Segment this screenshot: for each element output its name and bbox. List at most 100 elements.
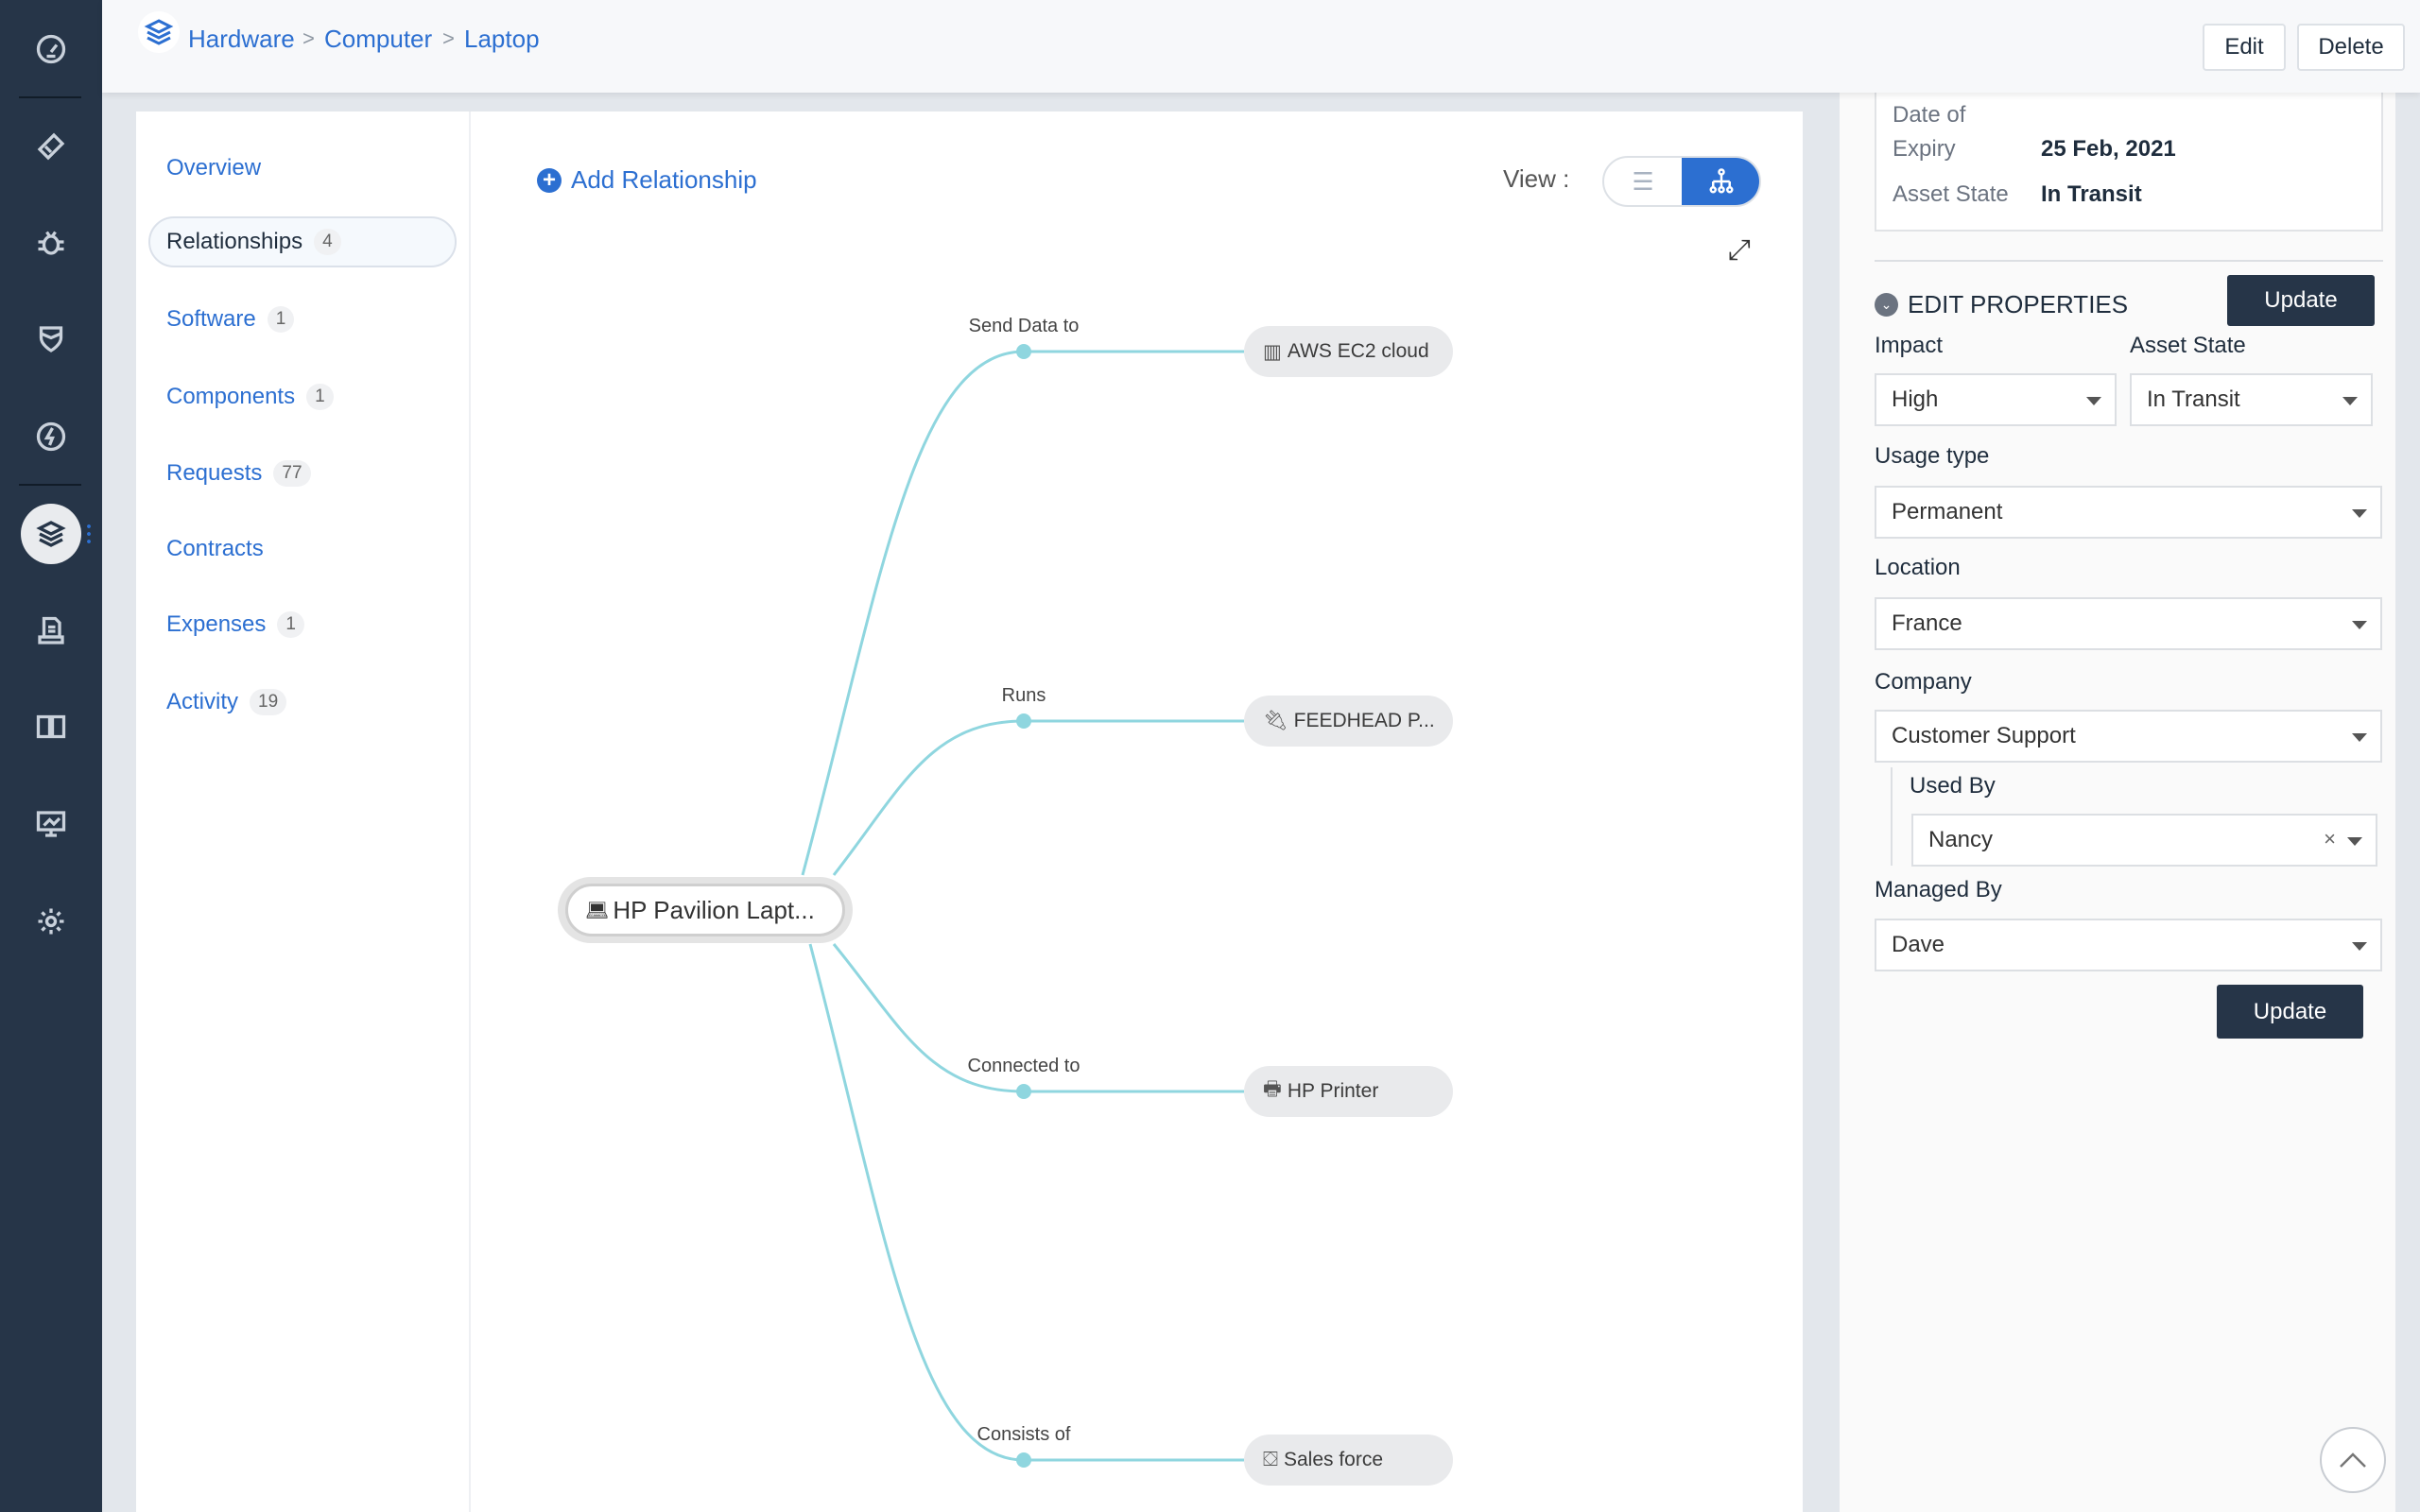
- breadcrumb-separator: >: [302, 26, 315, 50]
- used-by-value: Nancy: [1928, 827, 1994, 852]
- ticket-icon[interactable]: [32, 128, 70, 165]
- asset-state-select-value: In Transit: [2147, 387, 2240, 412]
- icon-rail: [0, 0, 102, 1512]
- count-badge: 1: [306, 384, 334, 410]
- nav-overview[interactable]: Overview: [166, 151, 261, 185]
- target-node[interactable]: 🔌︎ FEEDHEAD P...: [1244, 696, 1453, 747]
- plus-circle-icon: +: [537, 167, 562, 193]
- impact-select[interactable]: High: [1875, 373, 2117, 426]
- company-select[interactable]: Customer Support: [1875, 710, 2382, 763]
- shield-icon[interactable]: [32, 320, 70, 358]
- caret-down-icon: [2352, 733, 2367, 742]
- count-badge: 1: [267, 306, 295, 333]
- nav-expenses[interactable]: Expenses 1: [166, 608, 304, 642]
- target-node-label: HP Printer: [1287, 1080, 1379, 1102]
- relationship-edge: [801, 350, 1244, 876]
- root-node[interactable]: 💻︎ HP Pavilion Lapt...: [565, 884, 845, 936]
- nav-label: Components: [166, 384, 296, 409]
- target-node[interactable]: ▥ AWS EC2 cloud: [1244, 326, 1453, 377]
- nav-label: Software: [166, 306, 256, 332]
- update-button[interactable]: Update: [2217, 985, 2363, 1039]
- server-icon: ▥: [1263, 340, 1282, 363]
- managed-by-select[interactable]: Dave: [1875, 919, 2382, 971]
- location-select[interactable]: France: [1875, 597, 2382, 650]
- chart-icon[interactable]: [32, 805, 70, 843]
- location-value: France: [1892, 610, 1962, 636]
- impact-value: High: [1892, 387, 1939, 412]
- settings-gear-icon[interactable]: [32, 902, 70, 940]
- impact-label: Impact: [1875, 333, 1944, 358]
- nav-contracts[interactable]: Contracts: [166, 532, 264, 566]
- used-by-label: Used By: [1910, 773, 1996, 799]
- nav-label: Expenses: [166, 611, 267, 637]
- asset-state-label: Asset State: [1893, 181, 2009, 207]
- dashboard-icon[interactable]: [32, 30, 70, 68]
- relationship-edge: [832, 719, 1244, 876]
- edge-dot: [1016, 713, 1031, 729]
- used-by-select[interactable]: Nancy ×: [1911, 814, 2377, 867]
- nav-label: Relationships: [166, 229, 303, 254]
- expand-icon[interactable]: ⤢: [1728, 234, 1751, 266]
- delete-button[interactable]: Delete: [2297, 24, 2405, 71]
- nav-relationships[interactable]: Relationships 4: [166, 225, 341, 259]
- nav-software[interactable]: Software 1: [166, 302, 295, 336]
- target-node[interactable]: ⛋ Sales force: [1244, 1435, 1453, 1486]
- nav-components[interactable]: Components 1: [166, 380, 334, 414]
- relationship-label: Connected to: [967, 1056, 1080, 1076]
- properties-panel: Date of Expiry 25 Feb, 2021 Asset State …: [1840, 93, 2395, 1512]
- list-view-icon[interactable]: ☰: [1632, 166, 1654, 196]
- count-badge: 19: [250, 689, 287, 715]
- managed-by-label: Managed By: [1875, 877, 2002, 902]
- company-label: Company: [1875, 669, 1972, 695]
- assets-layers-icon[interactable]: [32, 515, 70, 553]
- target-node-label: AWS EC2 cloud: [1287, 340, 1429, 362]
- document-icon[interactable]: [32, 612, 70, 650]
- clear-icon[interactable]: ×: [2324, 827, 2336, 850]
- breadcrumb-laptop[interactable]: Laptop: [464, 25, 540, 53]
- asset-state-select[interactable]: In Transit: [2130, 373, 2373, 426]
- collapse-chevron-icon[interactable]: ⌄: [1875, 293, 1898, 317]
- edit-properties-title: EDIT PROPERTIES: [1908, 290, 2129, 318]
- more-dots-icon[interactable]: [87, 523, 91, 543]
- relationship-label: Consists of: [977, 1424, 1071, 1445]
- book-icon[interactable]: [32, 708, 70, 746]
- target-node[interactable]: 🖶 HP Printer: [1244, 1066, 1453, 1117]
- rail-divider: [19, 96, 81, 98]
- breadcrumb-computer[interactable]: Computer: [324, 25, 433, 53]
- expiry-label: Expiry: [1893, 136, 1956, 162]
- count-badge: 77: [273, 460, 311, 487]
- company-value: Customer Support: [1892, 723, 2076, 748]
- caret-down-icon: [2342, 397, 2358, 405]
- chevron-up-icon: [2340, 1452, 2366, 1468]
- caret-down-icon: [2347, 837, 2362, 846]
- caret-down-icon: [2352, 942, 2367, 951]
- target-node-label: Sales force: [1283, 1449, 1384, 1470]
- tree-view-icon[interactable]: [1682, 158, 1759, 205]
- breadcrumb-separator: >: [442, 26, 455, 50]
- usage-type-select[interactable]: Permanent: [1875, 486, 2382, 539]
- nav-label: Requests: [166, 460, 263, 486]
- relationship-label: Runs: [1001, 685, 1046, 706]
- location-label: Location: [1875, 555, 1961, 580]
- count-badge: 1: [277, 611, 304, 638]
- lightning-icon[interactable]: [32, 418, 70, 455]
- summary-box: [1875, 93, 2383, 232]
- count-badge: 4: [314, 229, 341, 255]
- edge-dot: [1016, 344, 1031, 359]
- bug-icon[interactable]: [32, 223, 70, 261]
- printer-icon: 🖶: [1263, 1077, 1282, 1100]
- asset-state-value: In Transit: [2041, 181, 2142, 207]
- add-relationship-label: Add Relationship: [571, 165, 757, 194]
- asset-state-field-label: Asset State: [2130, 333, 2246, 358]
- breadcrumb-hardware[interactable]: Hardware: [188, 25, 295, 53]
- nav-divider: [469, 112, 471, 1512]
- nav-activity[interactable]: Activity 19: [166, 685, 287, 719]
- indent-line: [1891, 767, 1893, 866]
- add-relationship-button[interactable]: + Add Relationship: [537, 165, 757, 195]
- expiry-label: Date of: [1893, 102, 1966, 128]
- nav-requests[interactable]: Requests 77: [166, 456, 311, 490]
- update-button-top[interactable]: Update: [2227, 275, 2375, 326]
- edit-button[interactable]: Edit: [2203, 24, 2286, 71]
- scroll-to-top-button[interactable]: [2320, 1427, 2386, 1493]
